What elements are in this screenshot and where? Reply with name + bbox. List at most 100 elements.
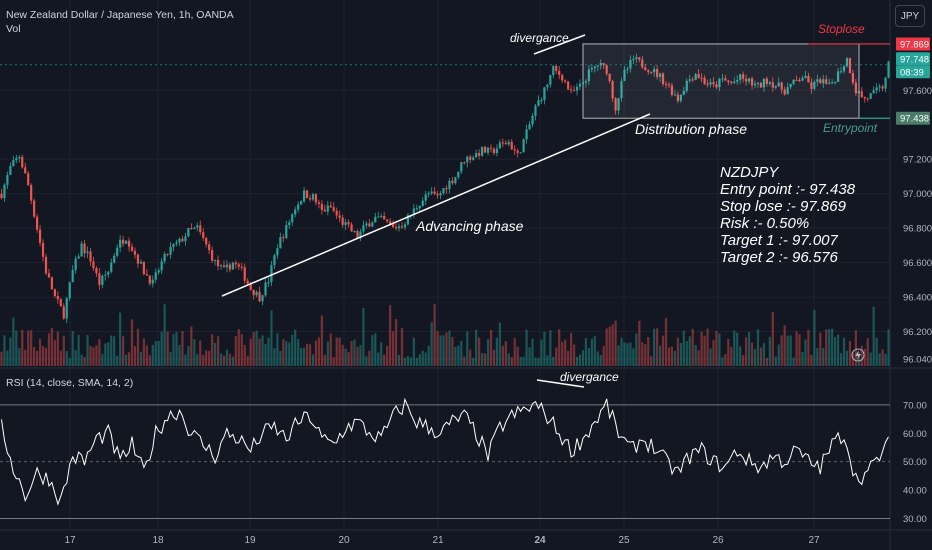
volume-bar: [3, 335, 6, 366]
volume-bar: [635, 333, 638, 366]
volume-bars: [0, 304, 890, 366]
volume-bar: [124, 354, 128, 366]
volume-bar: [614, 320, 617, 366]
volume-bar: [59, 350, 62, 366]
volume-bar: [845, 350, 849, 366]
candle-body: [50, 277, 54, 290]
volume-bar: [819, 332, 822, 366]
candle-body: [863, 96, 866, 99]
price-tick-label: 96.200: [903, 327, 932, 338]
candle-body: [469, 156, 472, 160]
candle-body: [504, 142, 507, 145]
candle-body: [765, 78, 768, 84]
volume-bar: [537, 357, 540, 366]
candle-body: [745, 78, 748, 82]
candle-body: [617, 98, 620, 111]
candle-body: [305, 190, 309, 199]
candle-body: [813, 81, 816, 89]
volume-bar: [433, 304, 436, 366]
volume-bar: [789, 335, 792, 366]
volume-bar: [436, 331, 439, 366]
candle-body: [691, 79, 694, 81]
candle-body: [122, 239, 125, 244]
candle-body: [730, 81, 733, 83]
candle-body: [101, 275, 104, 285]
candle-body: [12, 160, 15, 167]
volume-bar: [682, 330, 685, 366]
candle-body: [555, 66, 558, 71]
volume-bar: [632, 348, 635, 366]
candle-body: [673, 94, 677, 96]
volume-bar: [641, 342, 644, 366]
candle-body: [368, 223, 371, 227]
volume-bar: [362, 308, 365, 366]
volume-bar: [47, 333, 51, 366]
volume-bar: [887, 329, 890, 366]
candle-body: [839, 71, 843, 73]
candle-body: [311, 194, 315, 200]
candle-body: [344, 222, 347, 225]
volume-bar: [727, 338, 730, 366]
candle-body: [89, 251, 92, 262]
time-tick-label: 18: [152, 535, 164, 546]
candle-body: [653, 68, 656, 73]
candle-body: [810, 82, 813, 89]
volume-bar: [406, 355, 410, 366]
candle-body: [95, 268, 98, 274]
candle-body: [641, 59, 644, 68]
volume-bar: [314, 340, 318, 366]
currency-button[interactable]: JPY: [895, 5, 925, 27]
volume-bar: [95, 345, 98, 366]
volume-bar: [549, 330, 552, 366]
candle-body: [724, 78, 727, 81]
volume-bar: [848, 341, 852, 366]
candle-body: [196, 225, 199, 228]
candle-body: [403, 224, 407, 228]
candle-body: [252, 289, 255, 296]
volume-bar: [133, 346, 137, 366]
candle-body: [822, 79, 825, 84]
candle-body: [383, 215, 386, 220]
time-tick-label: 24: [534, 535, 546, 546]
volume-bar: [216, 336, 220, 366]
volume-bar: [504, 341, 507, 366]
candle-body: [578, 83, 582, 87]
volume-bar: [703, 335, 706, 366]
candle-body: [261, 295, 264, 302]
volume-bar: [116, 355, 119, 366]
candle-body: [216, 259, 220, 267]
candle-body: [397, 226, 401, 229]
candle-body: [116, 247, 119, 256]
candle-body: [549, 75, 552, 85]
candle-body: [875, 87, 878, 91]
volume-bar: [427, 345, 430, 366]
candle-body: [136, 254, 140, 264]
volume-bar: [875, 337, 878, 366]
volume-bar: [567, 350, 570, 366]
volume-label: Vol: [6, 23, 21, 35]
volume-bar: [377, 352, 380, 366]
price-tag: [896, 111, 930, 125]
volume-bar: [611, 324, 614, 366]
candle-body: [27, 173, 30, 186]
candle-body: [320, 203, 323, 210]
candle-body: [825, 79, 828, 84]
volume-bar: [391, 331, 395, 366]
candle-body: [41, 242, 45, 257]
candle-body: [534, 105, 537, 116]
candle-body: [703, 77, 706, 84]
advancing-trendline: [221, 113, 651, 297]
candle-body: [178, 238, 181, 243]
volume-bar: [733, 330, 736, 366]
volume-bar: [457, 345, 460, 366]
volume-bar: [697, 350, 700, 366]
volume-bar: [187, 346, 190, 366]
volume-bar: [546, 355, 549, 366]
volume-bar: [394, 319, 398, 366]
candle-body: [415, 208, 418, 210]
volume-bar: [638, 320, 641, 366]
candle-body: [225, 264, 229, 268]
price-tick-label: 96.800: [903, 224, 932, 235]
volume-bar: [184, 354, 187, 366]
